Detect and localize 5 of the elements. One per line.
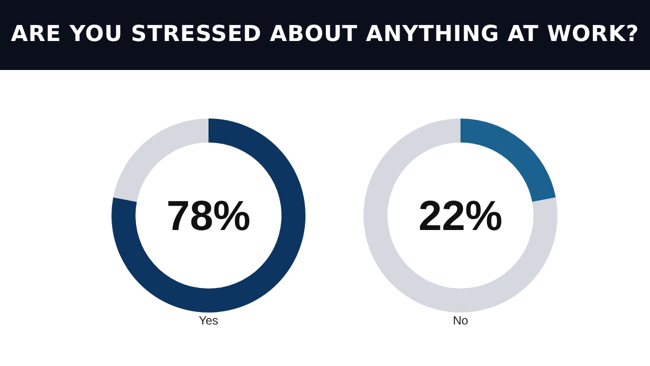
text: 22% [418,192,503,239]
text: Yes [198,314,218,328]
chart-title: ARE YOU STRESSED ABOUT ANYTHING AT WORK? [10,21,640,50]
text: No [452,314,468,328]
text: 78% [166,192,251,239]
